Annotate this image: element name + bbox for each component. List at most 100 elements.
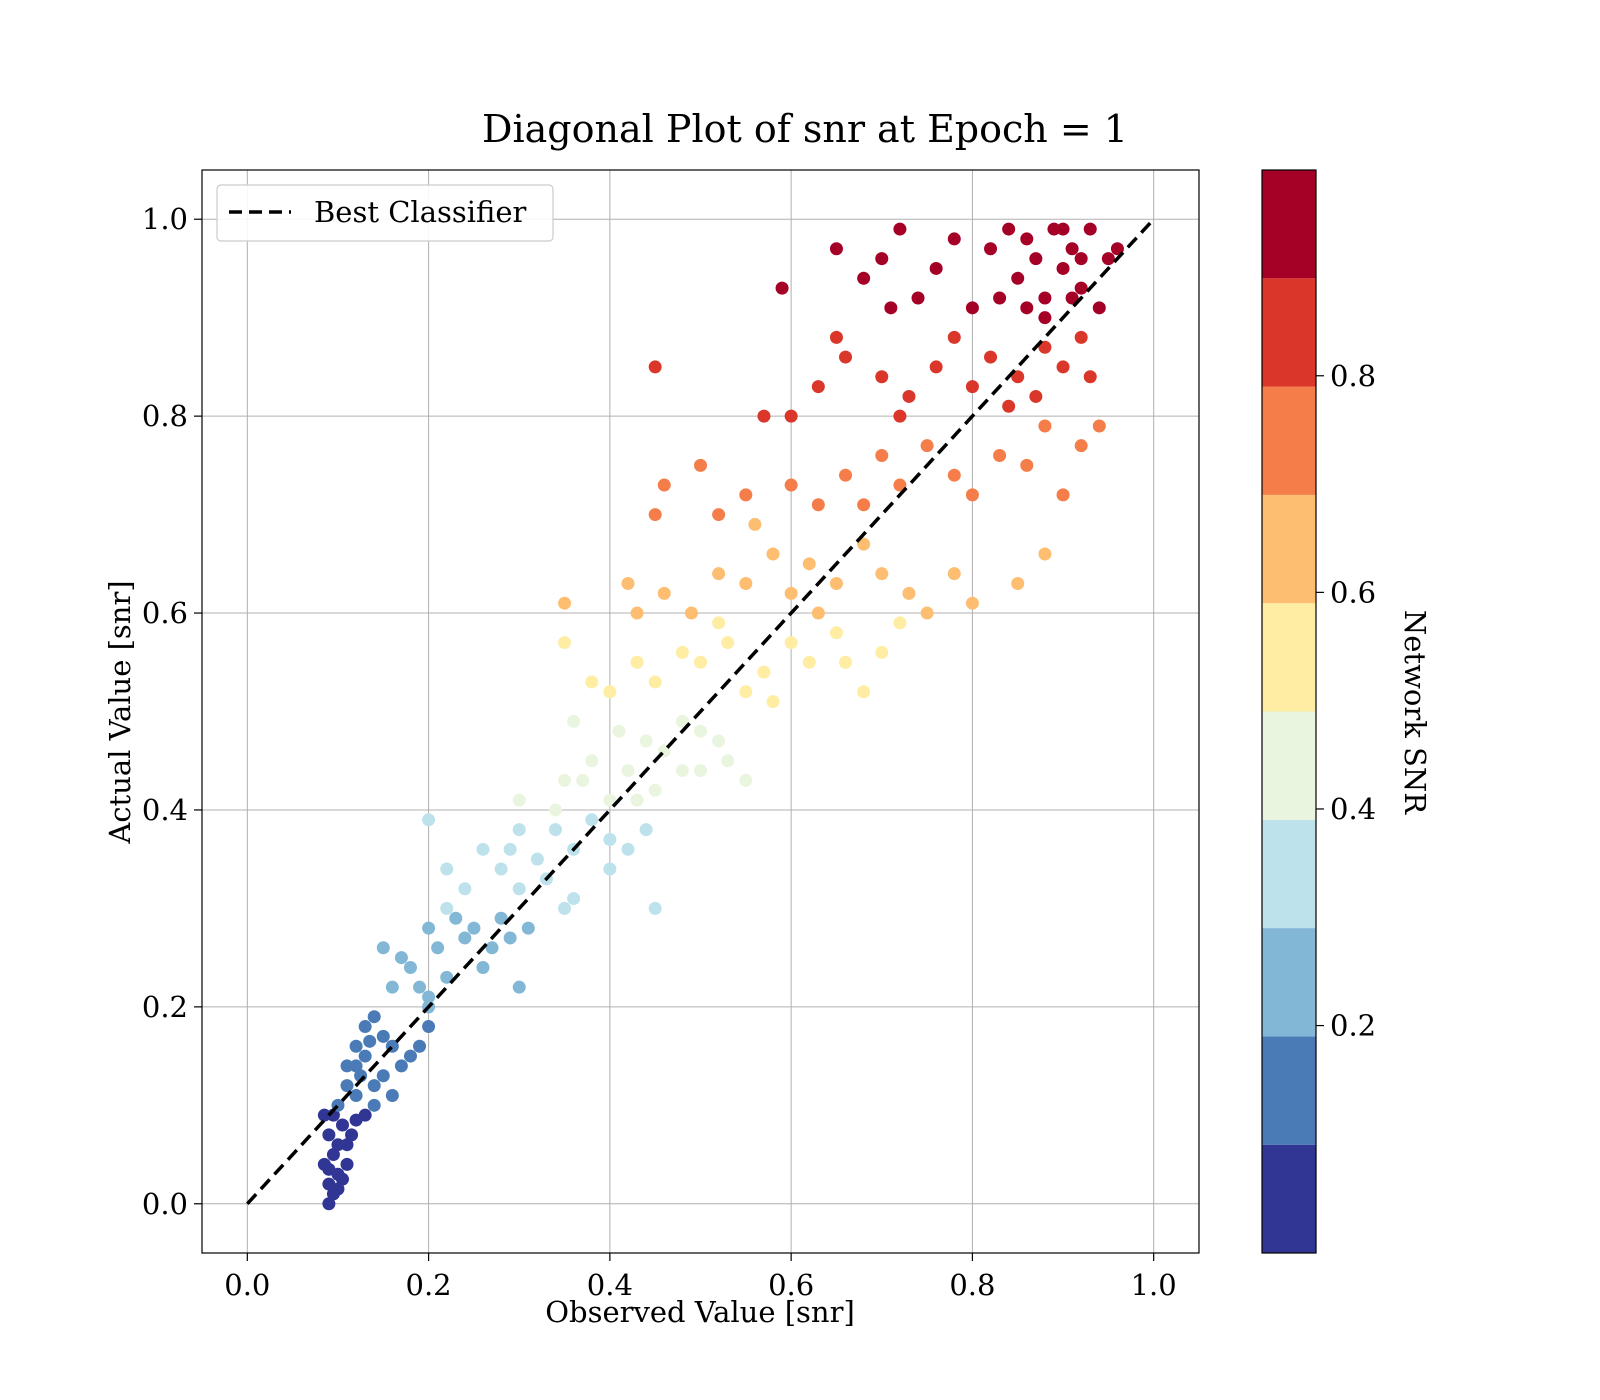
scatter-point	[829, 577, 843, 591]
x-tick-label: 0.8	[949, 1268, 995, 1302]
scatter-point	[558, 901, 572, 915]
scatter-point	[548, 823, 562, 837]
scatter-point	[335, 1172, 349, 1186]
scatter-point	[684, 606, 698, 620]
scatter-point	[984, 242, 998, 256]
scatter-point	[503, 931, 517, 945]
scatter-point	[766, 547, 780, 561]
scatter-point	[503, 842, 517, 856]
scatter-point	[376, 1029, 390, 1043]
scatter-point	[567, 892, 581, 906]
scatter-point	[947, 330, 961, 344]
scatter-point	[802, 655, 816, 669]
colorbar-segment	[1262, 711, 1316, 820]
scatter-point	[965, 380, 979, 394]
scatter-point	[965, 488, 979, 502]
colorbar	[1261, 169, 1317, 1254]
scatter-point	[1074, 439, 1088, 453]
scatter-point	[440, 901, 454, 915]
scatter-point	[394, 1059, 408, 1073]
scatter-point	[367, 1098, 381, 1112]
scatter-point	[1011, 577, 1025, 591]
scatter-point	[694, 724, 707, 738]
scatter-point	[648, 901, 662, 915]
scatter-point	[394, 951, 408, 965]
scatter-point	[621, 577, 635, 591]
colorbar-label: Network SNR	[1398, 610, 1432, 815]
y-tick-label: 0.4	[142, 793, 188, 827]
scatter-point	[576, 773, 590, 787]
scatter-point	[694, 764, 707, 778]
y-tick-label: 0.2	[142, 990, 188, 1024]
plot-frame	[201, 169, 1200, 1254]
scatter-point	[385, 980, 399, 994]
scatter-point	[875, 449, 889, 463]
colorbar-tick-label: 0.2	[1330, 1009, 1376, 1043]
x-tick-label: 0.6	[768, 1268, 814, 1302]
scatter-point	[449, 911, 463, 925]
scatter-point	[630, 655, 644, 669]
scatter-point	[494, 862, 508, 876]
scatter-point	[1101, 252, 1115, 266]
scatter-point	[376, 1069, 390, 1083]
scatter-point	[839, 655, 853, 669]
scatter-point	[621, 764, 635, 778]
y-axis-ticks: 0.0 0.2 0.4 0.6 0.8 1.0	[142, 202, 202, 1221]
colorbar-segment	[1262, 278, 1316, 387]
scatter-point	[748, 517, 762, 531]
legend-label: Best Classifier	[314, 195, 527, 229]
scatter-point	[920, 606, 934, 620]
scatter-point	[340, 1138, 354, 1152]
scatter-point	[829, 626, 843, 640]
colorbar-segment	[1262, 494, 1316, 604]
scatter-point	[1038, 311, 1052, 325]
scatter-point	[1020, 232, 1034, 246]
scatter-point	[1029, 252, 1043, 266]
scatter-point	[857, 498, 871, 512]
scatter-point	[766, 695, 780, 709]
scatter-point	[322, 1197, 336, 1211]
scatter-point	[875, 645, 889, 659]
scatter-point	[494, 911, 508, 925]
scatter-point	[585, 754, 599, 768]
scatter-point	[431, 941, 445, 955]
scatter-point	[857, 537, 871, 551]
scatter-point	[385, 1088, 399, 1102]
scatter-point	[639, 734, 653, 748]
scatter-point	[739, 488, 753, 502]
scatter-point	[784, 636, 798, 650]
scatter-point	[893, 222, 907, 236]
scatter-point	[802, 557, 816, 571]
scatter-point	[422, 921, 436, 935]
scatter-point	[340, 1059, 354, 1073]
scatter-point	[902, 389, 916, 403]
x-tick-label: 0.4	[587, 1268, 633, 1302]
scatter-point	[422, 990, 436, 1004]
scatter-point	[1056, 360, 1070, 374]
scatter-point	[458, 931, 472, 945]
colorbar-segment	[1262, 1144, 1316, 1253]
scatter-point	[639, 823, 653, 837]
scatter-point	[621, 842, 635, 856]
x-tick-label: 0.2	[406, 1268, 452, 1302]
scatter-point	[1029, 389, 1043, 403]
scatter-point	[929, 261, 943, 275]
scatter-point	[558, 596, 572, 610]
scatter-point	[884, 301, 898, 315]
scatter-point	[1038, 340, 1052, 354]
scatter-point	[857, 685, 871, 699]
scatter-point	[993, 291, 1007, 305]
scatter-point	[1056, 222, 1070, 236]
scatter-point	[485, 941, 499, 955]
scatter-point	[603, 685, 617, 699]
y-axis-label: Actual Value [snr]	[103, 580, 137, 844]
scatter-point	[322, 1162, 336, 1176]
scatter-point	[648, 783, 662, 797]
scatter-point	[440, 862, 454, 876]
scatter-point	[757, 409, 771, 423]
scatter-point	[694, 655, 707, 669]
scatter-point	[947, 232, 961, 246]
scatter-point	[947, 567, 961, 581]
scatter-point	[521, 921, 535, 935]
scatter-point	[1038, 547, 1052, 561]
